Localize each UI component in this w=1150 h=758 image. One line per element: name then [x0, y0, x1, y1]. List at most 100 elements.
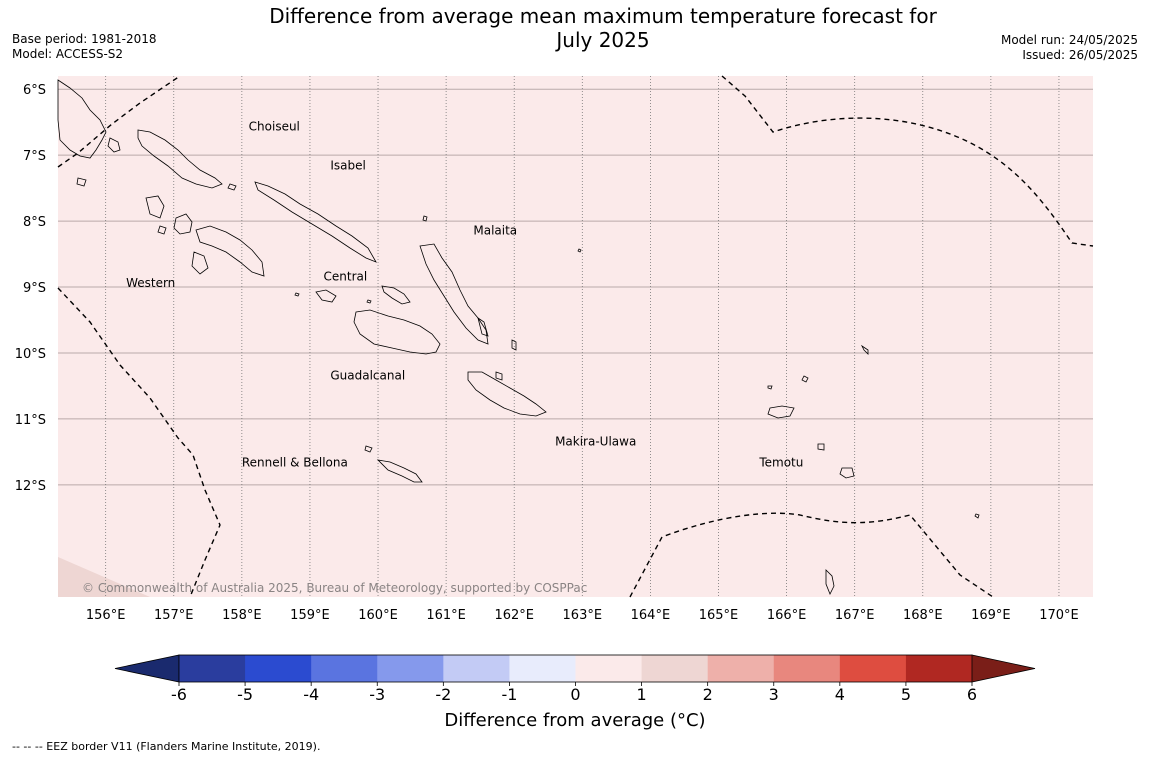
island-rendova [191, 251, 209, 275]
province-label: Rennell & Bellona [242, 455, 348, 469]
colorbar-segment [179, 655, 246, 682]
graticule [58, 76, 1093, 597]
lon-label: 162°E [494, 608, 534, 623]
map-corner-shade [58, 557, 150, 597]
lon-label: 167°E [835, 608, 875, 623]
island-shortland [76, 177, 87, 187]
colorbar-segment [509, 655, 576, 682]
title-line-2: July 2025 [556, 28, 650, 52]
colorbar-label: Difference from average (°C) [444, 710, 706, 731]
colorbar-tick-label: -3 [369, 685, 385, 704]
island-new-georgia [195, 225, 265, 277]
island-small-4 [577, 248, 582, 253]
lon-label: 170°E [1039, 608, 1079, 623]
island-tikopia [974, 513, 980, 519]
province-label: Central [324, 269, 368, 283]
colorbar-segment [377, 655, 444, 682]
colorbar-segment [311, 655, 378, 682]
eez-border-south [629, 512, 994, 598]
map-title: Difference from average mean maximum tem… [0, 4, 1150, 52]
island-small-1 [767, 385, 773, 390]
lon-label: 160°E [358, 608, 398, 623]
province-label: Western [126, 276, 175, 290]
colorbar-tick-label: -2 [435, 685, 451, 704]
province-label: Guadalcanal [330, 368, 405, 382]
island-vanikoro [839, 467, 855, 479]
eez-borders [57, 75, 1094, 598]
lat-label: 9°S [23, 281, 46, 296]
island-bougainville [57, 79, 107, 159]
run-info: Model run: 24/05/2025 Issued: 26/05/2025 [1001, 33, 1138, 63]
lon-label: 168°E [903, 608, 943, 623]
island-anuta [825, 569, 835, 595]
island-vella-lavella [145, 195, 165, 219]
lon-label: 157°E [154, 608, 194, 623]
colorbar-tick-label: 0 [570, 685, 580, 704]
colorbar-tick-label: 4 [835, 685, 845, 704]
colorbar-segment [707, 655, 775, 682]
colorbar-tick-label: -4 [303, 685, 319, 704]
island-choiseul [137, 129, 223, 189]
lat-label: 6°S [23, 83, 46, 98]
lon-label: 156°E [86, 608, 126, 623]
islands [57, 79, 980, 595]
map-background [58, 76, 1093, 597]
island-kolombangara [173, 213, 193, 235]
island-guadalcanal [353, 309, 441, 355]
island-ulawa [511, 339, 517, 351]
lon-label: 161°E [426, 608, 466, 623]
colorbar-tick-label: -6 [171, 685, 187, 704]
province-label: Temotu [758, 455, 803, 469]
province-label: Choiseul [249, 120, 300, 134]
lon-label: 165°E [699, 608, 739, 623]
lon-label: 166°E [767, 608, 807, 623]
province-label: Isabel [330, 159, 365, 173]
latitude-labels: 6°S 7°S 8°S 9°S 10°S 11°S 12°S [15, 83, 46, 494]
province-label: Malaita [473, 223, 517, 237]
model-run: Model run: 24/05/2025 [1000, 33, 1138, 47]
colorbar-tick-label: -1 [501, 685, 517, 704]
model-name: Model: ACCESS-S2 [12, 47, 124, 61]
title-line-1: Difference from average mean maximum tem… [269, 4, 937, 28]
eez-border-west [57, 75, 181, 168]
eez-border-southwest [57, 287, 221, 598]
island-buka [107, 137, 121, 153]
lat-label: 8°S [23, 215, 46, 230]
island-small-3 [366, 299, 372, 304]
island-russell [381, 285, 411, 305]
base-info: Base period: 1981-2018 Model: ACCESS-S2 [12, 32, 157, 62]
lat-label: 11°S [15, 413, 46, 428]
colorbar-tick-label: 1 [636, 685, 646, 704]
lon-label: 169°E [971, 608, 1011, 623]
colorbar-segment [245, 655, 312, 682]
island-makira [467, 371, 547, 417]
island-bellona [364, 445, 373, 453]
lat-label: 7°S [23, 149, 46, 164]
island-sikaiana [422, 215, 428, 222]
colorbar-segment [641, 655, 709, 682]
lat-label: 10°S [15, 347, 46, 362]
island-isabel [254, 181, 377, 263]
eez-footnote: -- -- -- EEZ border V11 (Flanders Marine… [12, 740, 321, 753]
colorbar-segment [773, 655, 841, 682]
lat-label: 12°S [15, 479, 46, 494]
colorbar-under-arrow [114, 654, 180, 683]
colorbar-segment [905, 655, 973, 682]
island-reef-islands [801, 375, 809, 383]
longitude-labels: 156°E 157°E 158°E 159°E 160°E 161°E 162°E 163°E… [86, 608, 1079, 623]
copyright-notice: © Commonwealth of Australia 2025, Bureau… [82, 581, 587, 595]
lon-label: 164°E [631, 608, 671, 623]
colorbar-tick-label: -5 [237, 685, 253, 704]
base-period: Base period: 1981-2018 [12, 32, 157, 46]
colorbar-tick-label: 3 [769, 685, 779, 704]
island-small-2 [294, 292, 300, 297]
island-utupua [817, 443, 825, 451]
colorbar-segment [575, 655, 643, 682]
island-uki [495, 371, 503, 381]
lon-label: 163°E [563, 608, 603, 623]
colorbar-tick-label: 6 [967, 685, 977, 704]
island-small-5 [227, 183, 237, 191]
lon-label: 159°E [290, 608, 330, 623]
province-label: Makira-Ulawa [555, 434, 636, 448]
